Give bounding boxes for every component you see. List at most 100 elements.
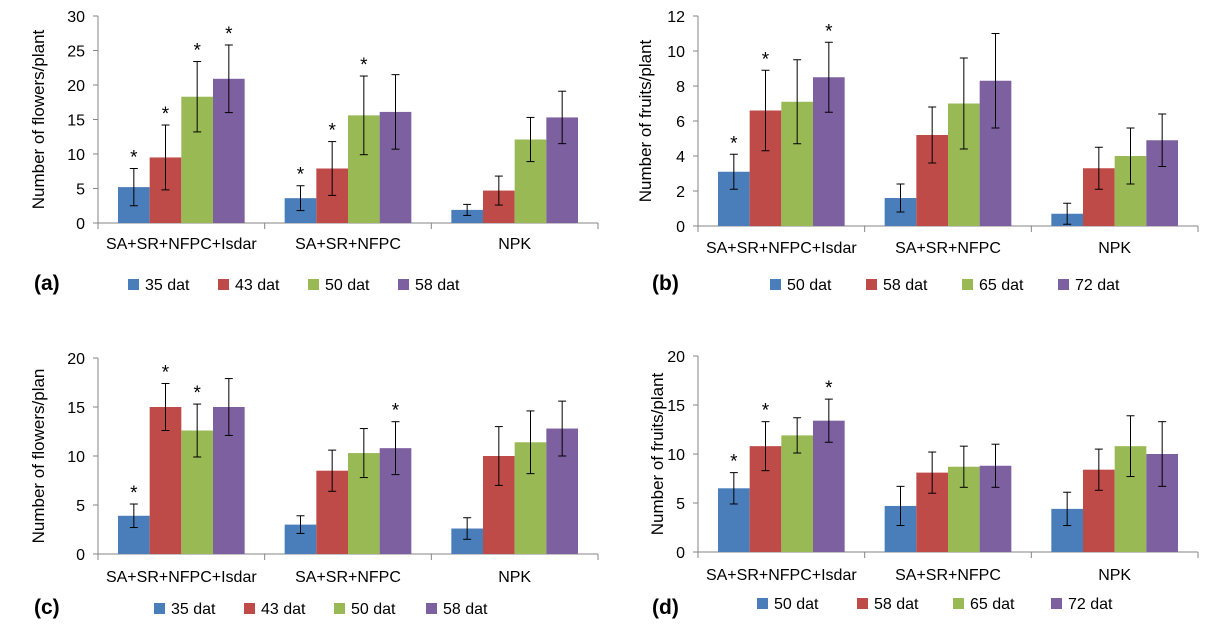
significance-star: *	[162, 104, 170, 125]
legend-swatch	[757, 598, 768, 609]
y-tick-label: 10	[667, 447, 685, 464]
significance-star: *	[360, 55, 368, 76]
chart-panel: 0 5 10 15 20 25 30 Number of flowers/plant * * * * S…	[29, 9, 599, 295]
legend-label: 43 dat	[235, 277, 280, 294]
panel-letter: (a)	[34, 272, 60, 295]
y-tick-label: 20	[67, 351, 85, 368]
x-category-label: SA+SR+NFPC+Isdar	[706, 240, 857, 257]
legend-swatch	[857, 598, 868, 609]
legend-label: 43 dat	[261, 601, 306, 618]
legend-swatch	[244, 603, 255, 614]
legend-swatch	[962, 279, 973, 290]
y-tick-label: 2	[676, 184, 685, 201]
legend-label: 72 dat	[1068, 596, 1113, 613]
significance-star: *	[130, 483, 138, 504]
y-tick-label: 15	[67, 113, 85, 130]
x-category-label: SA+SR+NFPC+Isdar	[106, 569, 257, 586]
legend-label: 58 dat	[443, 601, 488, 618]
bar-65-dat	[781, 435, 813, 552]
y-axis-title: Number of flowers/plant	[29, 29, 48, 209]
chart-panel: 0 5 10 15 20 Number of flowers/plan * * * SA+SR+N…	[29, 351, 599, 619]
significance-star: *	[825, 21, 833, 42]
y-tick-label: 20	[667, 349, 685, 366]
y-axis-title: Number of flowers/plan	[29, 369, 48, 544]
legend-swatch	[218, 279, 229, 290]
y-tick-label: 5	[76, 498, 85, 515]
legend-swatch	[398, 279, 409, 290]
legend-swatch	[128, 279, 139, 290]
legend: 35 dat 43 dat 50 dat 58 dat	[154, 601, 488, 618]
x-category-label: SA+SR+NFPC+Isdar	[106, 236, 257, 253]
significance-star: *	[193, 383, 201, 404]
y-tick-label: 20	[67, 78, 85, 95]
x-category-label: SA+SR+NFPC	[295, 569, 401, 586]
y-tick-label: 15	[67, 400, 85, 417]
bar-35-dat	[451, 209, 483, 223]
legend-swatch	[334, 603, 345, 614]
y-tick-label: 0	[76, 547, 85, 564]
significance-star: *	[392, 401, 400, 422]
significance-star: *	[762, 49, 770, 70]
legend-label: 58 dat	[415, 277, 460, 294]
y-tick-label: 0	[676, 545, 685, 562]
chart-panel: 0 2 4 6 8 10 12 Number of fruits/plant * * * SA+SR+…	[636, 9, 1199, 295]
legend-swatch	[308, 279, 319, 290]
x-category-label: SA+SR+NFPC+Isdar	[706, 567, 857, 584]
y-tick-label: 10	[667, 44, 685, 61]
legend-label: 58 dat	[883, 277, 928, 294]
legend-swatch	[154, 603, 165, 614]
legend-label: 35 dat	[145, 277, 190, 294]
y-tick-label: 0	[676, 219, 685, 236]
legend-label: 65 dat	[979, 277, 1024, 294]
legend-swatch	[866, 279, 877, 290]
legend-label: 50 dat	[774, 596, 819, 613]
significance-star: *	[328, 121, 336, 142]
y-tick-label: 10	[67, 147, 85, 164]
legend-swatch	[953, 598, 964, 609]
legend-label: 50 dat	[351, 601, 396, 618]
y-tick-label: 8	[676, 79, 685, 96]
significance-star: *	[162, 362, 170, 383]
legend-label: 72 dat	[1075, 277, 1120, 294]
y-tick-label: 0	[76, 216, 85, 233]
significance-star: *	[730, 452, 738, 473]
significance-star: *	[825, 378, 833, 399]
legend: 50 dat 58 dat 65 dat 72 dat	[770, 277, 1120, 294]
x-category-label: SA+SR+NFPC	[895, 240, 1001, 257]
y-tick-label: 5	[676, 496, 685, 513]
legend-label: 50 dat	[787, 277, 832, 294]
x-category-label: NPK	[1098, 567, 1131, 584]
y-tick-label: 6	[676, 114, 685, 131]
legend: 35 dat 43 dat 50 dat 58 dat	[128, 277, 460, 294]
legend-label: 35 dat	[171, 601, 216, 618]
x-category-label: NPK	[498, 236, 531, 253]
significance-star: *	[762, 401, 770, 422]
significance-star: *	[297, 165, 305, 186]
y-tick-label: 10	[67, 449, 85, 466]
x-category-label: NPK	[1098, 240, 1131, 257]
legend-swatch	[426, 603, 437, 614]
significance-star: *	[130, 147, 138, 168]
y-tick-label: 25	[67, 44, 85, 61]
legend-swatch	[1058, 279, 1069, 290]
significance-star: *	[225, 24, 233, 45]
significance-star: *	[730, 133, 738, 154]
panel-letter: (d)	[652, 596, 679, 619]
y-tick-label: 15	[667, 398, 685, 415]
legend: 50 dat 58 dat 65 dat 72 dat	[757, 596, 1113, 613]
x-category-label: SA+SR+NFPC	[295, 236, 401, 253]
significance-star: *	[193, 41, 201, 62]
legend-swatch	[1051, 598, 1062, 609]
legend-label: 58 dat	[874, 596, 919, 613]
legend-label: 65 dat	[970, 596, 1015, 613]
x-category-label: NPK	[498, 569, 531, 586]
panel-letter: (c)	[34, 596, 60, 619]
legend-swatch	[770, 279, 781, 290]
bar-43-dat	[149, 407, 182, 554]
panel-letter: (b)	[652, 272, 679, 295]
y-tick-label: 30	[67, 9, 85, 26]
y-tick-label: 12	[667, 9, 685, 26]
y-axis-title: Number of fruits/plant	[636, 39, 655, 202]
